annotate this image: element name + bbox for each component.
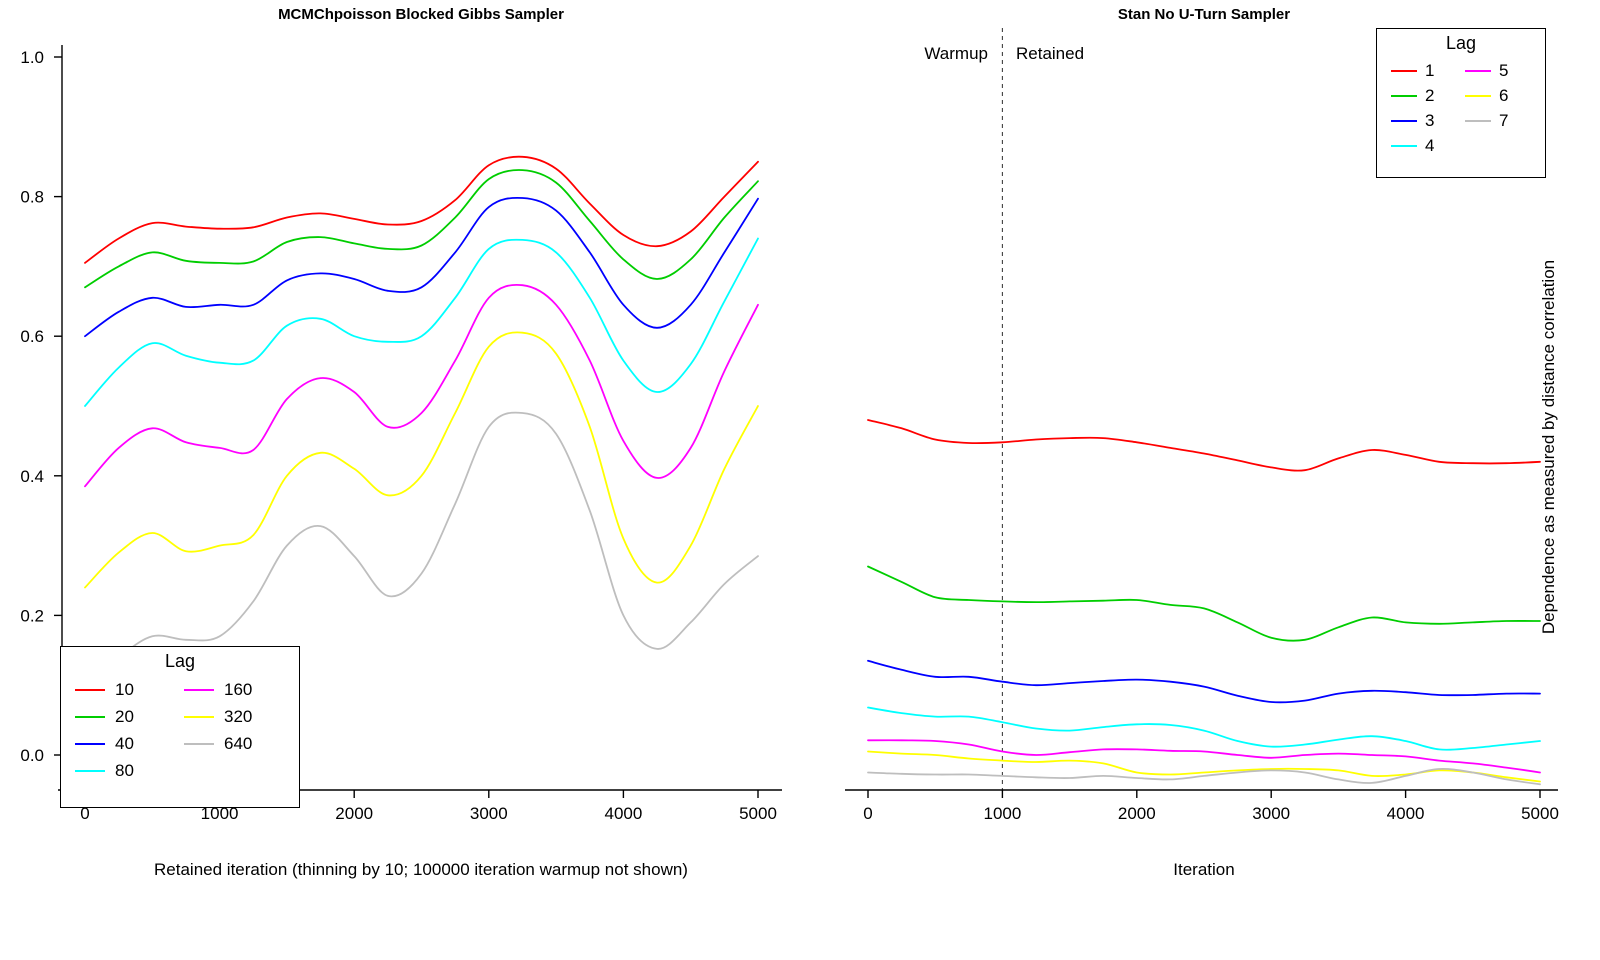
legend-item: 4 bbox=[1391, 133, 1465, 158]
legend-title: Lag bbox=[164, 651, 196, 671]
legend-item-label: 2 bbox=[1425, 85, 1435, 105]
x-tick-label: 2000 bbox=[335, 804, 373, 823]
series-line-lag-320 bbox=[84, 331, 759, 589]
left-chart-title: MCMChpoisson Blocked Gibbs Sampler bbox=[278, 6, 564, 23]
series-line-lag-5 bbox=[867, 739, 1541, 774]
legend-line-swatch bbox=[1391, 94, 1417, 97]
x-tick-label: 5000 bbox=[1521, 804, 1559, 823]
y-tick-label: 0.0 bbox=[20, 746, 44, 765]
x-tick-label: 0 bbox=[80, 804, 89, 823]
legend-entries: 1 2 3 4 5 6 7 bbox=[1377, 54, 1545, 158]
legend-item: 320 bbox=[184, 703, 293, 730]
legend-item: 80 bbox=[75, 757, 184, 784]
x-tick-label: 2000 bbox=[1118, 804, 1156, 823]
legend-item-label: 640 bbox=[224, 733, 253, 753]
legend-line-swatch bbox=[184, 715, 214, 718]
series-line-lag-40 bbox=[84, 196, 759, 338]
y-tick-label: 1.0 bbox=[20, 48, 44, 67]
legend-line-swatch bbox=[75, 688, 105, 691]
legend-line-swatch bbox=[75, 715, 105, 718]
legend-item: 7 bbox=[1465, 108, 1539, 133]
series-line-lag-20 bbox=[84, 169, 759, 289]
legend-item: 20 bbox=[75, 703, 184, 730]
x-tick-label: 4000 bbox=[1387, 804, 1425, 823]
legend-item-label: 20 bbox=[115, 706, 134, 726]
x-tick-label: 0 bbox=[863, 804, 872, 823]
legend-line-swatch bbox=[1465, 69, 1491, 72]
x-tick-label: 1000 bbox=[201, 804, 239, 823]
legend-entries: 10 20 40 80 160 320 640 bbox=[61, 672, 299, 784]
legend-line-swatch bbox=[75, 742, 105, 745]
left-x-axis-label: Retained iteration (thinning by 10; 1000… bbox=[154, 860, 688, 879]
legend-item: 6 bbox=[1465, 83, 1539, 108]
legend-line-swatch bbox=[184, 742, 214, 745]
legend-item-label: 7 bbox=[1499, 110, 1509, 130]
series-line-lag-640 bbox=[84, 411, 759, 687]
x-tick-label: 3000 bbox=[470, 804, 508, 823]
right-y-axis-label: Dependence as measured by distance corre… bbox=[1539, 259, 1558, 635]
legend-item: 2 bbox=[1391, 83, 1465, 108]
legend-line-swatch bbox=[1391, 144, 1417, 147]
legend-item: 640 bbox=[184, 730, 293, 757]
legend-item-label: 80 bbox=[115, 760, 134, 780]
legend-item-label: 6 bbox=[1499, 85, 1509, 105]
legend-item-label: 5 bbox=[1499, 60, 1509, 80]
left-legend-box: Lag 10 20 40 80 160 320 640 bbox=[60, 646, 300, 808]
legend-line-swatch bbox=[1465, 94, 1491, 97]
right-x-axis-label: Iteration bbox=[1173, 860, 1235, 879]
x-tick-label: 5000 bbox=[739, 804, 777, 823]
y-tick-label: 0.6 bbox=[20, 327, 44, 346]
legend-item-label: 1 bbox=[1425, 60, 1435, 80]
series-line-lag-1 bbox=[867, 419, 1541, 472]
series-line-lag-4 bbox=[867, 706, 1541, 751]
series-line-lag-2 bbox=[867, 565, 1541, 642]
series-line-lag-10 bbox=[84, 155, 759, 264]
x-tick-label: 3000 bbox=[1252, 804, 1290, 823]
legend-column: 10 20 40 80 bbox=[75, 676, 184, 784]
legend-line-swatch bbox=[1391, 69, 1417, 72]
legend-item-label: 3 bbox=[1425, 110, 1435, 130]
legend-item: 3 bbox=[1391, 108, 1465, 133]
legend-line-swatch bbox=[75, 769, 105, 772]
series-line-lag-7 bbox=[867, 768, 1541, 786]
x-tick-label: 1000 bbox=[983, 804, 1021, 823]
legend-column: 5 6 7 bbox=[1465, 58, 1539, 158]
warmup-annotation: Warmup bbox=[924, 44, 988, 63]
legend-item: 5 bbox=[1465, 58, 1539, 83]
legend-item-label: 160 bbox=[224, 679, 253, 699]
x-tick-label: 4000 bbox=[604, 804, 642, 823]
legend-item: 160 bbox=[184, 676, 293, 703]
legend-item-label: 10 bbox=[115, 679, 134, 699]
legend-item-label: 40 bbox=[115, 733, 134, 753]
legend-column: 160 320 640 bbox=[184, 676, 293, 784]
y-tick-label: 0.8 bbox=[20, 188, 44, 207]
legend-column: 1 2 3 4 bbox=[1391, 58, 1465, 158]
series-line-lag-160 bbox=[84, 284, 759, 488]
series-line-lag-3 bbox=[867, 659, 1541, 704]
legend-item: 40 bbox=[75, 730, 184, 757]
right-chart-title: Stan No U-Turn Sampler bbox=[1117, 6, 1291, 23]
y-tick-label: 0.2 bbox=[20, 606, 44, 625]
legend-line-swatch bbox=[1391, 119, 1417, 122]
legend-item: 1 bbox=[1391, 58, 1465, 83]
series-line-lag-80 bbox=[84, 237, 759, 407]
retained-annotation: Retained bbox=[1016, 44, 1085, 63]
y-tick-label: 0.4 bbox=[20, 467, 44, 486]
legend-title: Lag bbox=[1445, 33, 1477, 53]
legend-line-swatch bbox=[1465, 119, 1491, 122]
series-line-lag-6 bbox=[867, 750, 1541, 783]
legend-line-swatch bbox=[184, 688, 214, 691]
legend-item: 10 bbox=[75, 676, 184, 703]
right-legend-box: Lag 1 2 3 4 5 6 7 bbox=[1376, 28, 1546, 178]
legend-item-label: 4 bbox=[1425, 135, 1435, 155]
legend-item-label: 320 bbox=[224, 706, 253, 726]
